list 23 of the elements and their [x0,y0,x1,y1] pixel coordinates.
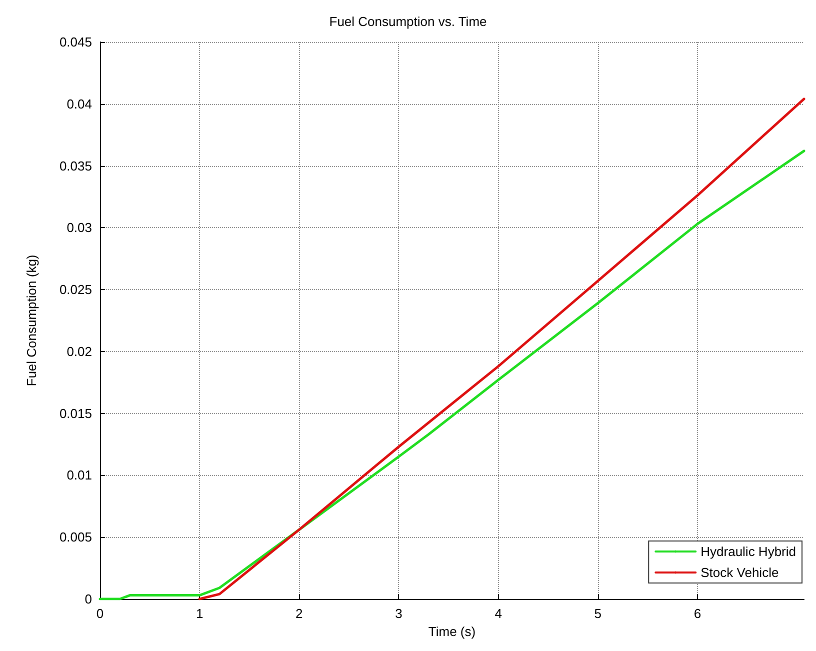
y-tick-label: 0.005 [59,530,92,545]
y-axis-title: Fuel Consumption (kg) [24,254,39,386]
y-tick-label: 0.01 [66,468,92,483]
x-axis-title: Time (s) [428,624,476,639]
x-tick-label: 5 [594,606,602,621]
y-tick-label: 0.045 [59,34,92,50]
x-tick-label: 0 [96,606,104,621]
chart-title: Fuel Consumption vs. Time [329,14,487,29]
line-series [198,98,806,600]
legend-label: Hydraulic Hybrid [700,544,796,559]
x-tick-label: 6 [694,606,702,621]
legend-label: Stock Vehicle [700,565,779,580]
x-tick-label: 3 [395,606,402,621]
y-tick-label: 0.04 [66,96,92,112]
x-tick-label: 1 [196,606,204,621]
y-tick-label: 0.025 [59,282,92,298]
y-tick-label: 0.03 [66,220,92,236]
x-tick-label: 2 [296,606,303,621]
y-tick-label: 0.02 [66,344,92,359]
y-tick-label: 0 [84,592,92,606]
y-tick-label: 0.015 [59,406,92,421]
y-tick-label: 0.035 [59,158,92,174]
x-tick-label: 4 [494,606,502,621]
